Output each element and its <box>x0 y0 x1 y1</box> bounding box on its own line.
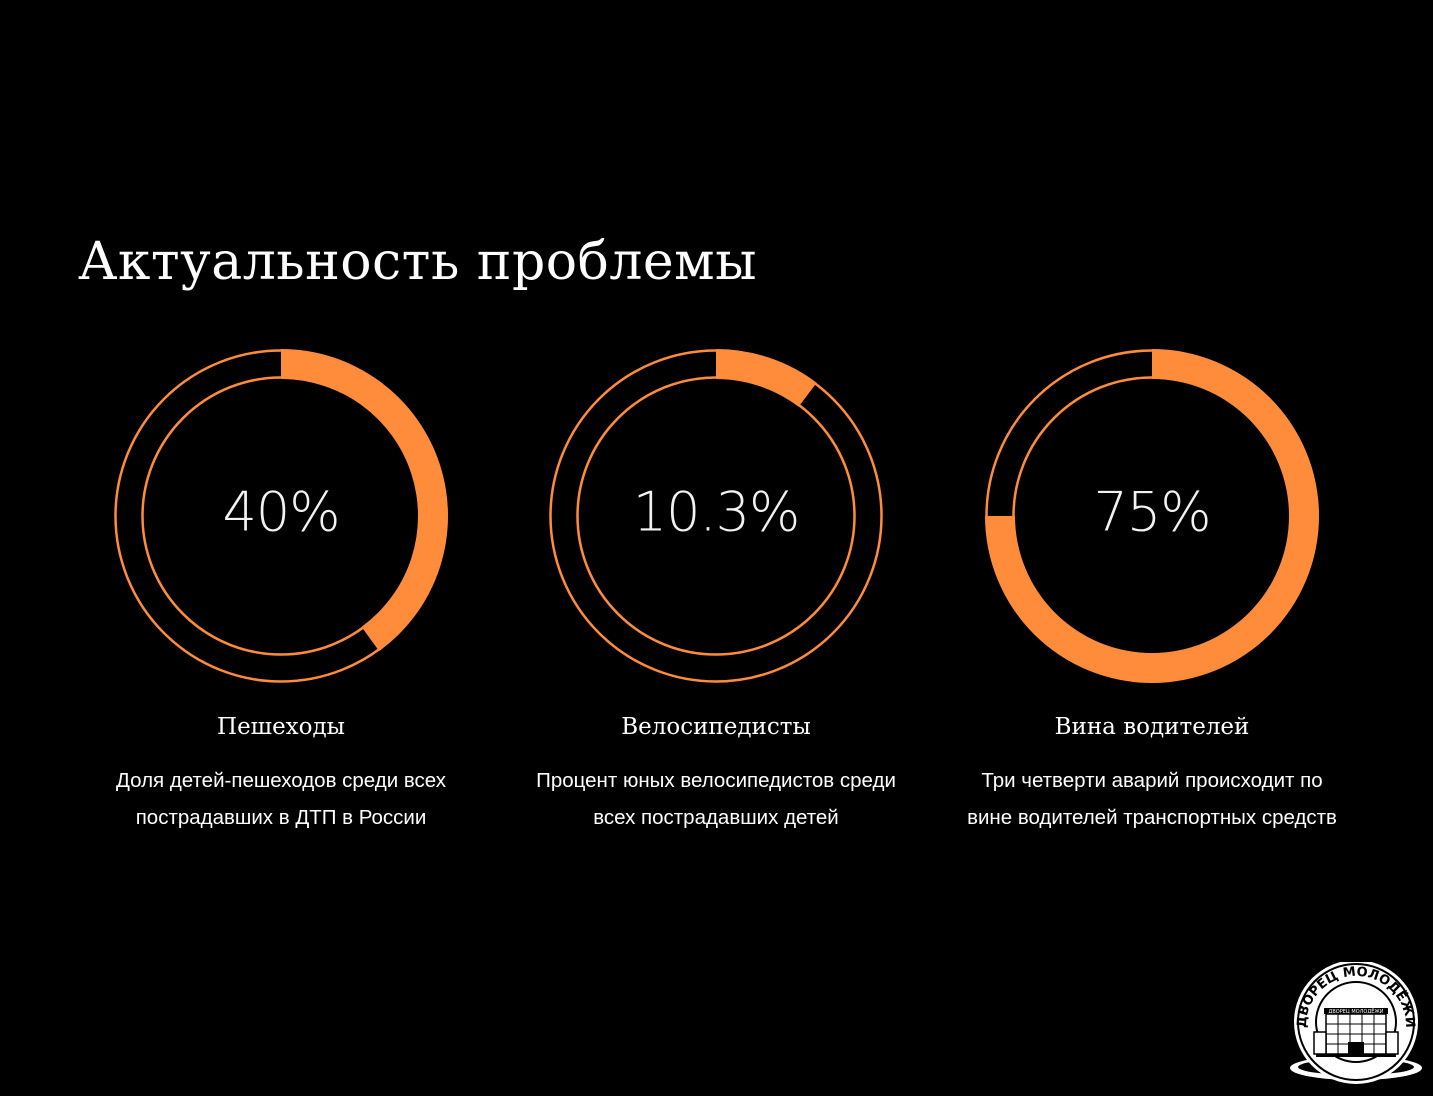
building-icon: ДВОРЕЦ МОЛОДЁЖИ <box>1313 1008 1399 1057</box>
stat-caption: Велосипедисты <box>621 714 811 740</box>
stat-description: Процент юных велосипедистов среди всех п… <box>496 762 936 836</box>
donut-chart-driver-fault: 75% <box>985 349 1319 683</box>
slide-title: Актуальность проблемы <box>78 232 757 292</box>
stat-caption: Вина водителей <box>1054 714 1250 740</box>
stat-description-line: Процент юных велосипедистов среди <box>536 769 896 792</box>
donut-center-label: 40% <box>222 481 339 544</box>
stat-card-driver-fault: 75% Вина водителей Три четверти аварий п… <box>932 346 1372 846</box>
stat-description: Три четверти аварий происходит по вине в… <box>932 762 1372 836</box>
stat-description-line: вине водителей транспортных средств <box>967 806 1337 829</box>
stat-description: Доля детей-пешеходов среди всех пострада… <box>61 762 501 836</box>
stat-description-line: всех пострадавших детей <box>593 806 839 829</box>
stat-caption: Пешеходы <box>217 714 345 740</box>
donut-center-label: 75% <box>1093 481 1210 544</box>
donut-chart-pedestrians: 40% <box>114 349 448 683</box>
donut-arc-value <box>281 349 448 652</box>
donut-arc-value <box>716 349 817 407</box>
stat-description-line: Три четверти аварий происходит по <box>981 769 1323 792</box>
logo-building-sign: ДВОРЕЦ МОЛОДЁЖИ <box>1328 1008 1383 1015</box>
palace-of-youth-seal-icon: ДВОРЕЦ МОЛОДЁЖИ ДВОРЕЦ МОЛОДЁЖИ <box>1290 962 1422 1084</box>
logo-ring-border <box>1297 963 1415 1081</box>
stat-description-line: пострадавших в ДТП в России <box>135 806 427 829</box>
stat-description-line: Доля детей-пешеходов среди всех <box>116 769 446 792</box>
stat-card-pedestrians: 40% Пешеходы Доля детей-пешеходов среди … <box>61 346 501 846</box>
donut-chart-cyclists: 10.3% <box>549 349 883 683</box>
stat-card-cyclists: 10.3% Велосипедисты Процент юных велосип… <box>496 346 936 846</box>
donut-center-label: 10.3% <box>633 481 800 544</box>
